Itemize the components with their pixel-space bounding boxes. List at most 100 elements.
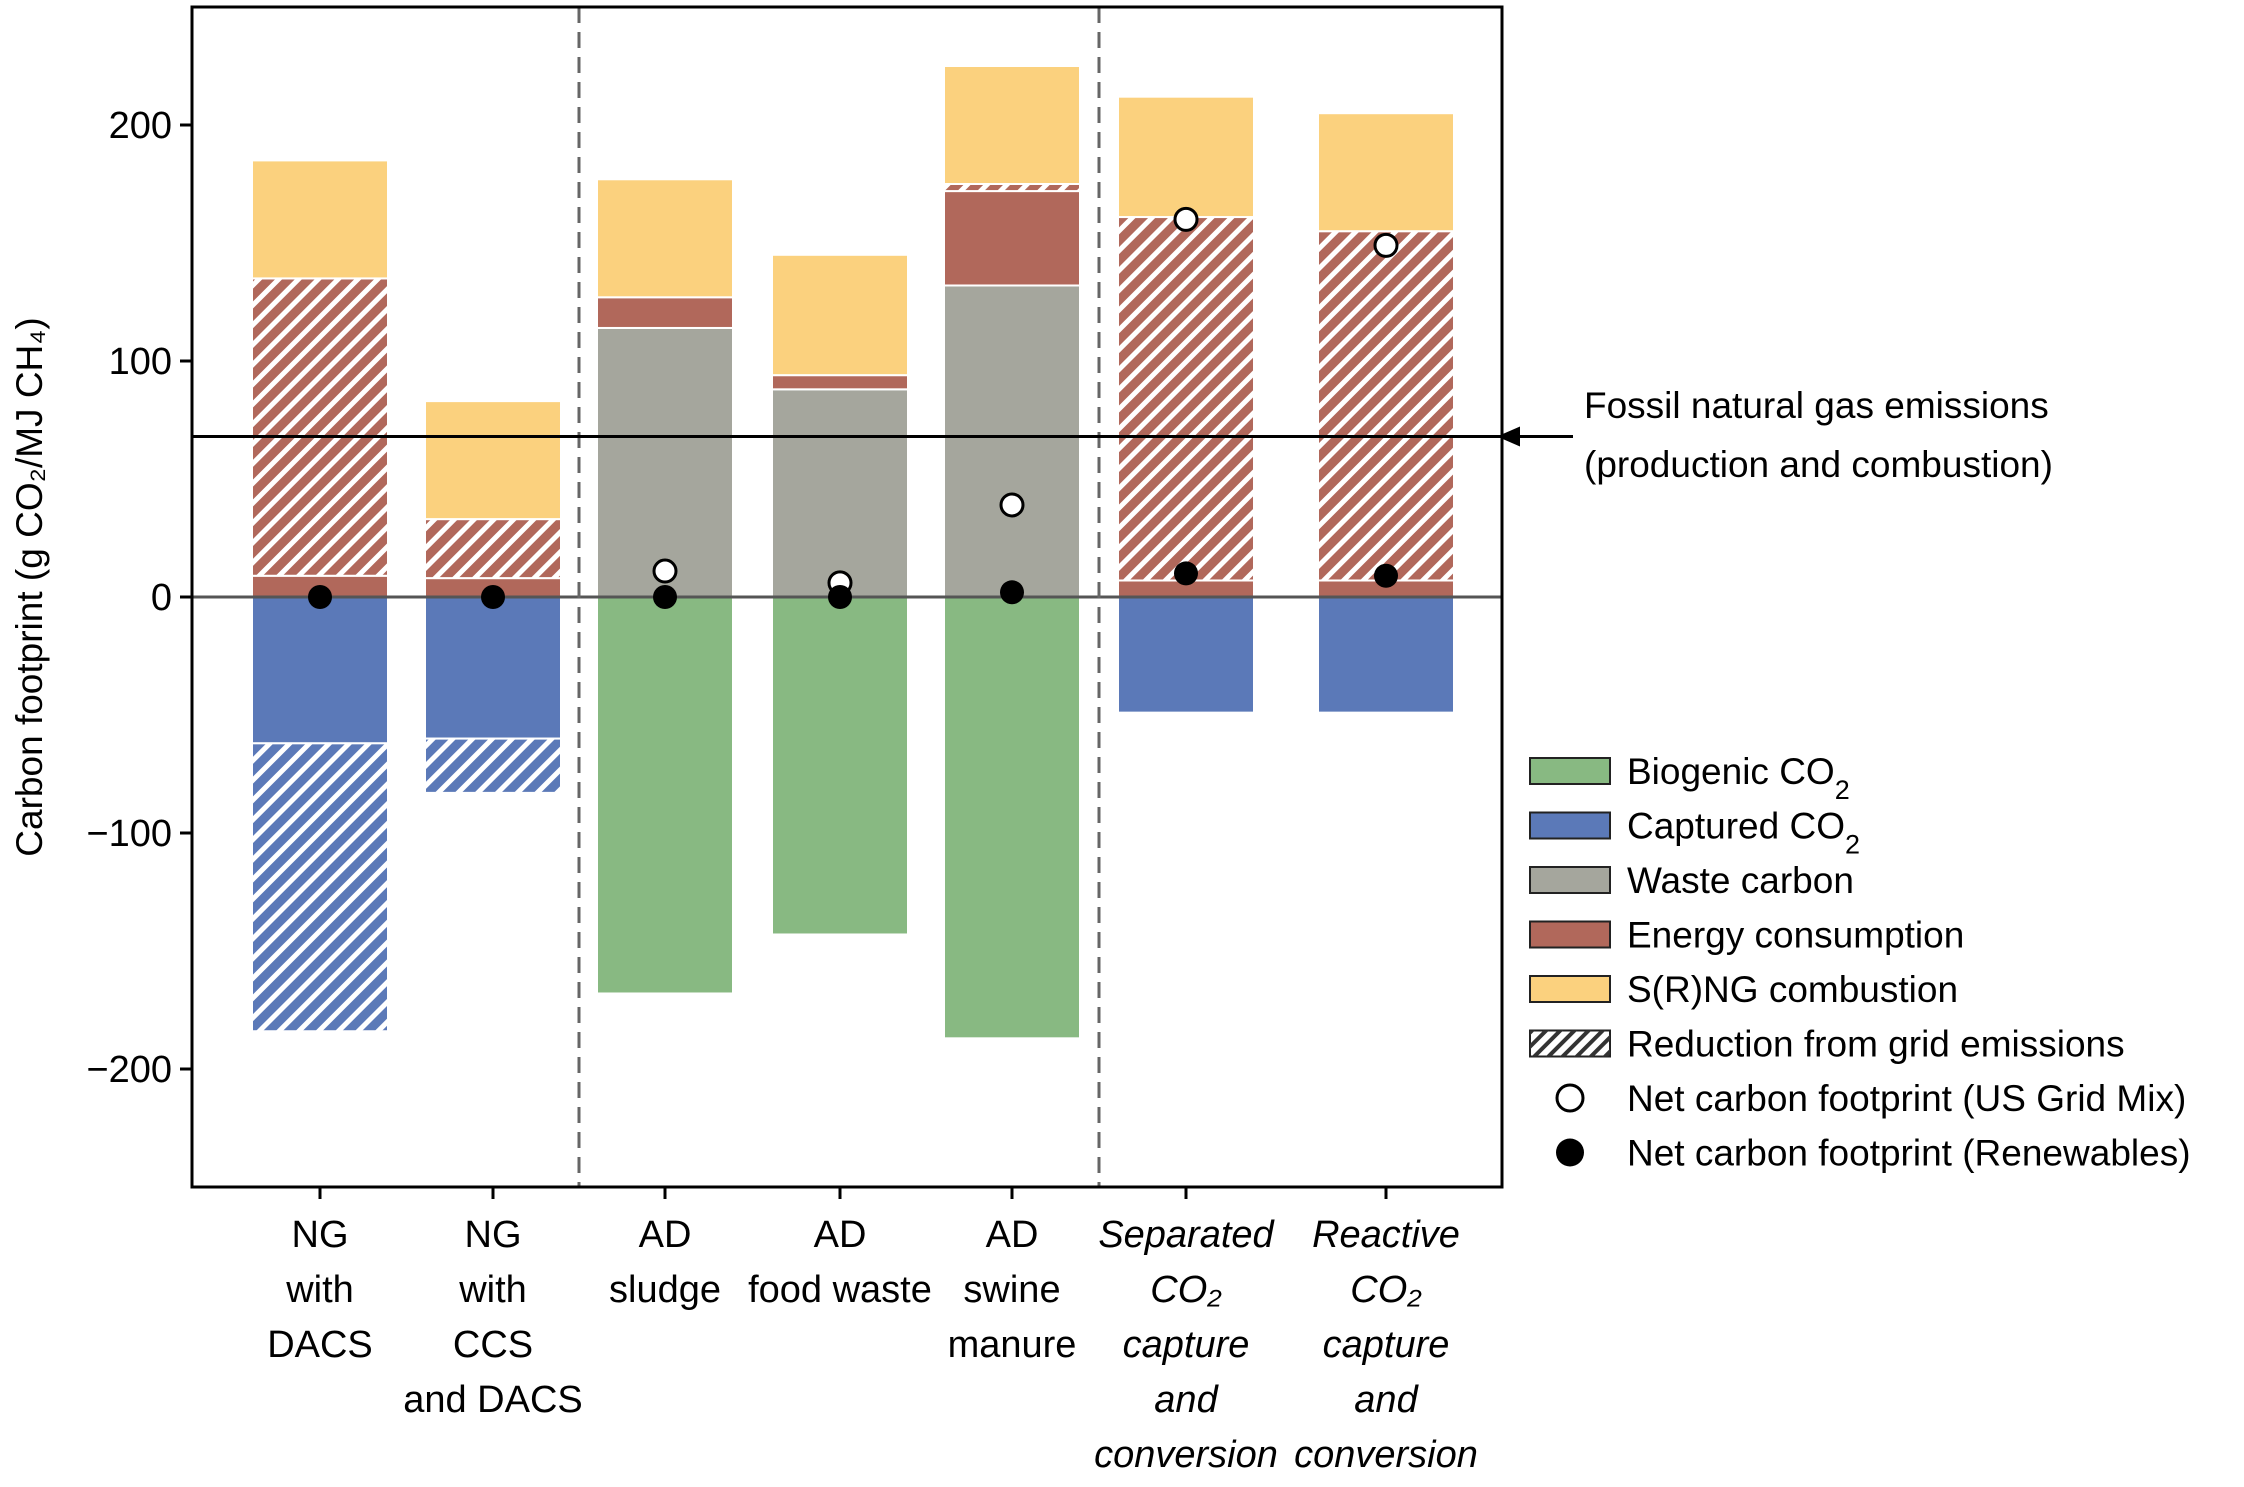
bar-segment	[1117, 95, 1255, 219]
net-marker-renewables	[1174, 561, 1198, 586]
bar-segment	[424, 400, 562, 521]
category-label-line: with	[285, 1269, 354, 1311]
legend-label: Net carbon footprint (Renewables)	[1627, 1133, 2191, 1174]
legend-label: S(R)NG combustion	[1627, 969, 1958, 1010]
legend-swatch-hatch	[1530, 1030, 1610, 1057]
y-axis-label: Carbon footprint (g CO₂/MJ CH₄)	[9, 317, 50, 856]
category-label-line: and	[1354, 1379, 1419, 1421]
bar-segment	[771, 388, 909, 598]
legend-swatch	[1529, 811, 1611, 840]
category-label-line: NG	[292, 1214, 349, 1256]
category-label-line: capture	[1123, 1324, 1250, 1366]
bar-segment	[596, 178, 734, 299]
bar-segment	[771, 253, 909, 377]
category-label-line: AD	[814, 1214, 867, 1256]
bar-segment	[1117, 596, 1255, 714]
net-marker-renewables	[828, 585, 852, 609]
reference-line-label: Fossil natural gas emissions	[1584, 385, 2049, 426]
bar-segment	[424, 596, 562, 740]
net-marker-renewables	[481, 585, 505, 609]
category-label-line: and	[1154, 1379, 1219, 1421]
y-tick-label: 0	[151, 577, 172, 619]
legend-entry: Captured CO2	[1529, 806, 1860, 860]
category-label-line: DACS	[267, 1324, 373, 1366]
bar-segment-hatch	[1318, 231, 1454, 581]
net-marker-us-grid	[1173, 206, 1199, 232]
category-label-line: conversion	[1094, 1434, 1278, 1476]
y-tick-label: −100	[86, 813, 172, 855]
net-marker-renewables	[308, 585, 332, 609]
net-marker-us-grid	[652, 558, 678, 584]
category-label-line: manure	[948, 1324, 1077, 1366]
bar-segment	[251, 596, 389, 745]
bar-segment	[943, 596, 1081, 1040]
legend-label: Biogenic CO2	[1627, 751, 1850, 805]
category-label: AD sludge	[609, 1214, 721, 1311]
category-label-line: food waste	[748, 1269, 932, 1311]
bar-segment	[596, 596, 734, 995]
legend-entry: Net carbon footprint (US Grid Mix)	[1555, 1078, 2186, 1119]
category-label-line: capture	[1323, 1324, 1450, 1366]
category-label: NG with CCS and DACS	[403, 1214, 583, 1421]
legend-label: Reduction from grid emissions	[1627, 1024, 2125, 1065]
bar-segment	[596, 296, 734, 329]
net-marker-renewables	[1374, 563, 1398, 588]
legend-swatch	[1529, 866, 1611, 894]
y-tick-label: 100	[109, 341, 172, 383]
bar-segment	[943, 284, 1081, 598]
category-label-line: AD	[639, 1214, 692, 1256]
category-label-line: AD	[986, 1214, 1039, 1256]
legend-entry: Waste carbon	[1529, 860, 1854, 901]
bar-segment	[251, 159, 389, 280]
legend-entry: Energy consumption	[1529, 915, 1964, 956]
category-label: Separated CO₂ capture and conversion	[1094, 1214, 1278, 1476]
bar-segment	[771, 374, 909, 391]
category-label-line: conversion	[1294, 1434, 1478, 1476]
bar-segment-hatch	[252, 278, 388, 576]
category-label-line: swine	[963, 1269, 1060, 1311]
bar-segment	[596, 326, 734, 598]
net-marker-renewables	[653, 585, 677, 609]
legend-label: Net carbon footprint (US Grid Mix)	[1627, 1078, 2186, 1119]
axes-layer: 200 100 0 −100 −200 Carbon footprint (g CO₂/M…	[9, 5, 1504, 1199]
annotation-arrow-head	[1497, 426, 1520, 447]
category-label-line: CO₂	[1150, 1269, 1222, 1311]
legend-swatch	[1529, 975, 1611, 1003]
y-tick-label: 200	[109, 105, 172, 147]
legend-marker	[1555, 1083, 1585, 1113]
bar-segment	[943, 65, 1081, 185]
bar-segment	[1317, 596, 1455, 714]
bar-segment	[771, 596, 909, 936]
bar-segment-hatch	[944, 184, 1080, 192]
legend-swatch	[1529, 757, 1611, 785]
net-marker-us-grid	[1373, 232, 1399, 258]
net-marker-us-grid	[999, 492, 1025, 518]
legend-entry: S(R)NG combustion	[1529, 969, 1958, 1010]
category-label-line: CO₂	[1350, 1269, 1422, 1311]
bar-segment-hatch	[1118, 217, 1254, 581]
category-label-line: sludge	[609, 1269, 721, 1311]
category-label: Reactive CO₂ capture and conversion	[1294, 1214, 1478, 1476]
bar-segment-hatch	[425, 738, 561, 793]
legend-entry: Reduction from grid emissions	[1529, 1024, 2125, 1065]
legend-label: Energy consumption	[1627, 915, 1964, 956]
category-label-line: NG	[465, 1214, 522, 1256]
bars-layer	[251, 65, 1455, 1040]
legend-entry: Biogenic CO2	[1529, 751, 1850, 805]
category-label-line: CCS	[453, 1324, 533, 1366]
bar-segment	[943, 190, 1081, 287]
legend-marker	[1556, 1138, 1584, 1167]
category-label: NG with DACS	[267, 1214, 373, 1366]
bar-segment	[1317, 112, 1455, 233]
category-label: AD food waste	[748, 1214, 932, 1311]
y-tick-label: −200	[86, 1049, 172, 1091]
category-label-line: Reactive	[1312, 1214, 1460, 1256]
category-label-line: and DACS	[403, 1379, 583, 1421]
labels-layer: Fossil natural gas emissions (production …	[267, 385, 2053, 1476]
legend-swatch	[1529, 920, 1611, 949]
bar-segment-hatch	[425, 519, 561, 579]
legend-label: Waste carbon	[1627, 860, 1854, 901]
category-label-line: Separated	[1098, 1214, 1275, 1256]
